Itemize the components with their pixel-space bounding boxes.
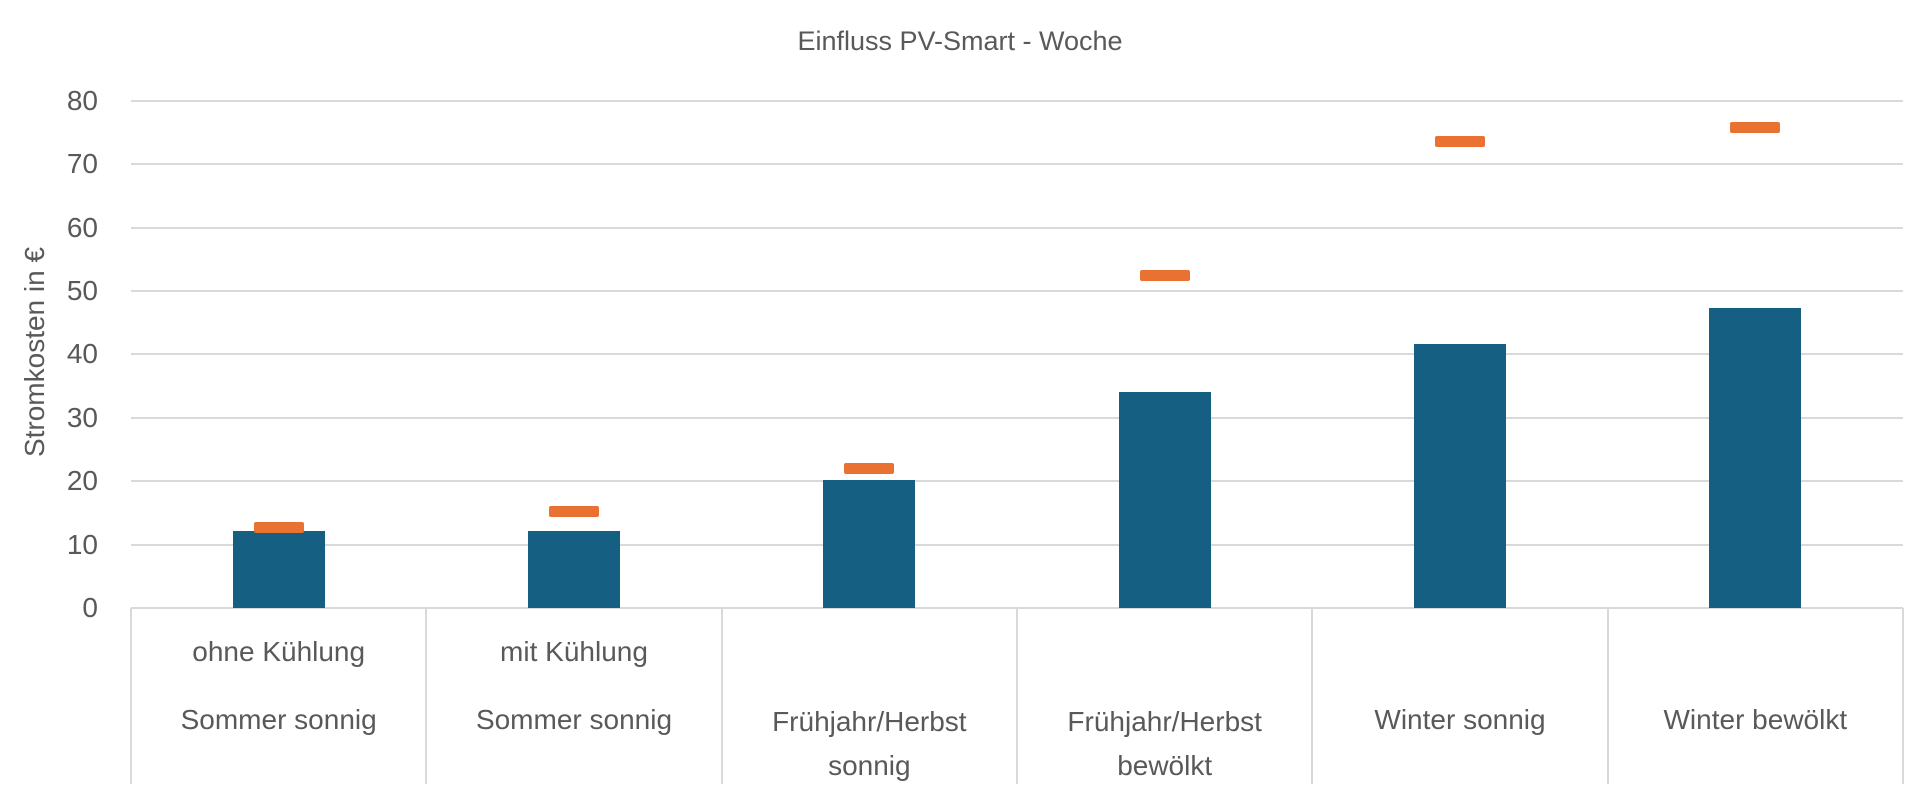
category-label: Winter sonnig	[1312, 703, 1607, 737]
y-tick-label: 40	[66, 338, 98, 370]
y-tick-label: 0	[82, 592, 98, 623]
category-divider	[1311, 608, 1314, 784]
category-label: ohne Kühlung Sommer sonnig	[131, 635, 426, 737]
category-divider	[720, 608, 723, 784]
category-label-line: Frühjahr/Herbst	[1067, 706, 1262, 737]
gridline	[131, 163, 1903, 166]
gridline	[131, 99, 1903, 102]
category-label-line: mit Kühlung	[500, 636, 648, 667]
category-label: Winter bewölkt	[1608, 703, 1903, 737]
gridline	[131, 290, 1903, 292]
category-label: Frühjahr/Herbst sonnig	[722, 700, 1017, 788]
category-divider	[425, 608, 428, 784]
dash-marker	[549, 506, 599, 518]
gridline	[131, 480, 1903, 483]
gridline	[131, 226, 1903, 229]
dash-marker	[1139, 270, 1190, 282]
bar	[232, 531, 325, 608]
y-tick-label: 60	[66, 211, 98, 243]
category-label-line: Sommer sonnig	[475, 704, 673, 735]
y-tick-label: 70	[66, 148, 98, 180]
category-label-line: sonnig	[828, 750, 911, 781]
y-tick-label: 10	[66, 528, 98, 560]
category-divider	[1606, 608, 1609, 784]
gridline	[131, 353, 1903, 356]
category-label: Frühjahr/Herbst bewölkt	[1017, 700, 1312, 788]
dash-marker	[1730, 121, 1781, 133]
gridline	[131, 416, 1903, 419]
category-label-line: bewölkt	[1117, 750, 1213, 781]
gridline	[131, 543, 1903, 546]
bar	[823, 479, 916, 608]
y-tick-label: 80	[66, 84, 98, 116]
category-label-line: Frühjahr/Herbst	[772, 706, 967, 737]
category-label-line: Sommer sonnig	[180, 704, 377, 735]
bar	[1414, 344, 1506, 608]
category-label-line: ohne Kühlung	[192, 636, 366, 667]
category-label-line: Winter sonnig	[1374, 704, 1546, 735]
y-tick-label: 20	[66, 465, 98, 497]
category-divider	[130, 608, 132, 784]
category-label-line: Winter bewölkt	[1663, 704, 1848, 735]
dash-marker	[253, 521, 304, 533]
bar	[1709, 308, 1802, 608]
category-divider	[1902, 608, 1904, 784]
bar	[528, 531, 620, 608]
bar	[1118, 391, 1211, 608]
y-tick-label: 30	[66, 401, 98, 433]
category-label: mit Kühlung Sommer sonnig	[426, 635, 721, 737]
category-divider	[1016, 608, 1018, 784]
dash-marker	[1435, 135, 1485, 147]
dash-marker	[844, 463, 895, 475]
y-tick-label: 50	[66, 275, 98, 306]
chart-title: Einfluss PV-Smart - Woche	[797, 26, 1123, 56]
